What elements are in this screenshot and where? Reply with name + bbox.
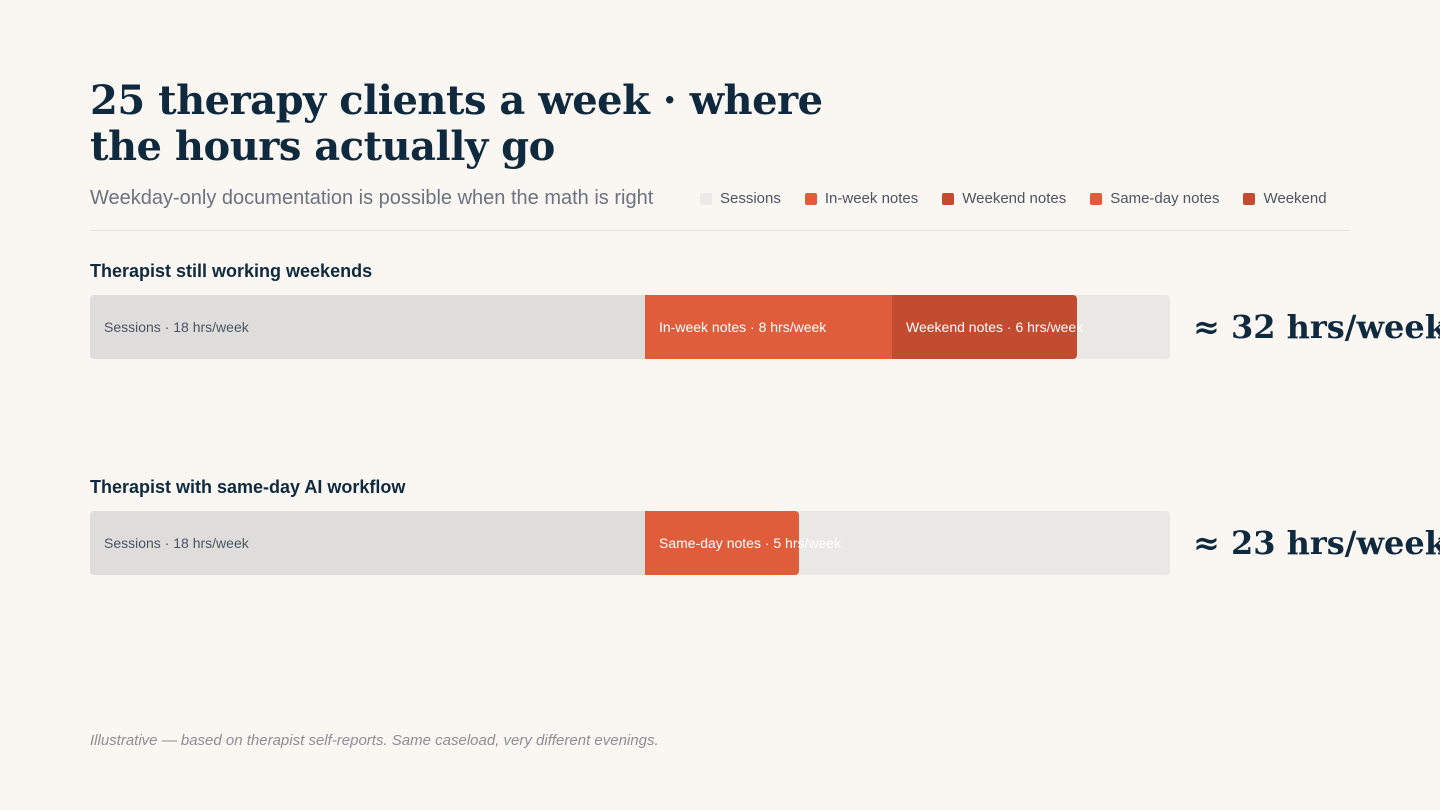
row-label-weekends: Therapist still working weekends [90,261,373,281]
legend-swatch [700,192,712,205]
bar-segment-label: Same-day notes · 5 hrs/week [659,535,842,551]
bar-segment-same-day-notes: Same-day notes · 5 hrs/week [645,511,841,575]
bar-segment-sessions: Sessions · 18 hrs/week [90,295,645,359]
legend-swatch [804,192,817,205]
legend-swatch [1243,192,1256,205]
legend-label: Sessions [720,190,781,207]
bar-segment-sessions: Sessions · 18 hrs/week [90,511,645,575]
bar-track-weekends: Sessions · 18 hrs/week In-week notes · 8 … [90,295,1170,359]
legend: Sessions In-week notes Weekend notes Sam… [700,190,1327,207]
header-divider [90,230,1350,231]
total-label-weekends: ≈ 32 hrs/week [1193,308,1440,346]
bar-segment-in-week-notes: In-week notes · 8 hrs/week [645,295,892,359]
legend-item-same-day-notes: Same-day notes [1090,190,1219,207]
legend-item-in-week-notes: In-week notes [804,190,919,207]
legend-item-weekend: Weekend [1243,190,1327,207]
chart-title: 25 therapy clients a week · where the ho… [90,77,823,170]
bar-segment-label: Sessions · 18 hrs/week [104,319,249,335]
bar-segment-label: Weekend notes · 6 hrs/week [906,319,1084,335]
total-label-same-day: ≈ 23 hrs/week [1193,524,1440,562]
legend-label: Same-day notes [1110,190,1220,207]
legend-item-sessions: Sessions [700,190,781,207]
legend-item-weekend-notes: Weekend notes [942,190,1066,207]
bar-segment-label: In-week notes · 8 hrs/week [659,319,827,335]
bar-segment-weekend-notes: Weekend notes · 6 hrs/week [892,295,1083,359]
legend-label: Weekend [1263,190,1327,207]
legend-label: Weekend notes [962,190,1067,207]
footnote: Illustrative — based on therapist self-r… [90,732,659,749]
legend-swatch [1090,192,1103,205]
legend-swatch [942,192,955,205]
bar-track-same-day: Sessions · 18 hrs/week Same-day notes · 5… [90,511,1170,575]
row-label-same-day: Therapist with same-day AI workflow [90,477,406,497]
chart-subtitle: Weekday-only documentation is possible w… [90,187,654,209]
bar-segment-label: Sessions · 18 hrs/week [104,535,249,551]
legend-label: In-week notes [824,190,919,207]
